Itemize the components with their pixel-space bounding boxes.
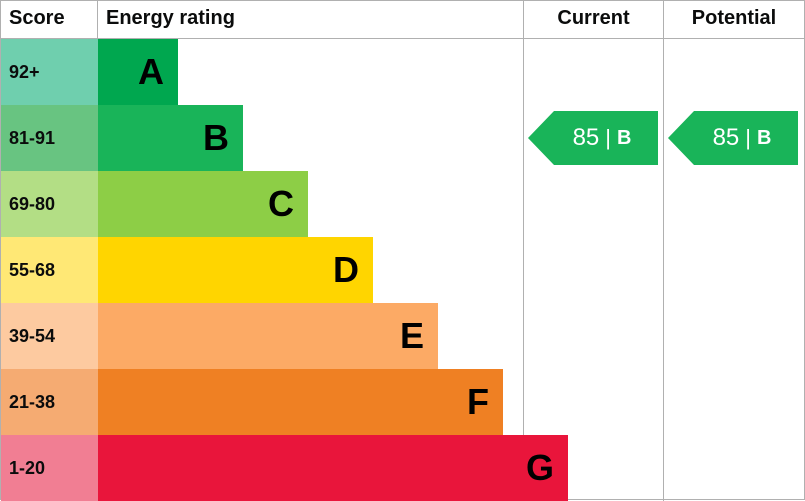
bar-cell: F	[98, 369, 524, 435]
current-cell	[524, 369, 664, 435]
arrow-text: 85| B	[528, 111, 658, 165]
band-row-c: 69-80 C	[1, 171, 804, 237]
rating-letter: F	[467, 381, 489, 423]
potential-cell	[664, 369, 804, 435]
rating-bar-e: E	[98, 303, 438, 369]
score-cell: 1-20	[1, 435, 98, 501]
score-cell: 55-68	[1, 237, 98, 303]
score-cell: 81-91	[1, 105, 98, 171]
arrow-sep: |	[605, 125, 611, 151]
band-row-e: 39-54 E	[1, 303, 804, 369]
current-cell	[524, 237, 664, 303]
arrow-letter: B	[757, 127, 771, 150]
rating-bar-d: D	[98, 237, 373, 303]
arrow-letter: B	[617, 127, 631, 150]
current-cell	[524, 171, 664, 237]
rating-bar-c: C	[98, 171, 308, 237]
rating-bar-g: G	[98, 435, 568, 501]
bar-cell: G	[98, 435, 524, 501]
epc-chart: Score Energy rating Current Potential 92…	[0, 0, 805, 500]
score-cell: 21-38	[1, 369, 98, 435]
potential-cell	[664, 435, 804, 501]
score-cell: 69-80	[1, 171, 98, 237]
potential-cell	[664, 303, 804, 369]
score-cell: 92+	[1, 39, 98, 105]
rating-letter: E	[400, 315, 424, 357]
arrow-score: 85	[713, 124, 740, 152]
band-row-d: 55-68 D	[1, 237, 804, 303]
rating-bar-f: F	[98, 369, 503, 435]
header-score: Score	[1, 1, 98, 38]
potential-badge: 85| B	[668, 111, 798, 165]
rating-letter: C	[268, 183, 294, 225]
bar-cell: A	[98, 39, 524, 105]
potential-cell	[664, 237, 804, 303]
bands-area: 92+A81-91B85|B85|B69-80C55-68D39-54E21-3…	[1, 39, 804, 501]
arrow-text: 85| B	[668, 111, 798, 165]
header-row: Score Energy rating Current Potential	[1, 1, 804, 39]
arrow-score: 85	[573, 124, 600, 152]
rating-bar-b: B	[98, 105, 243, 171]
rating-letter: A	[138, 51, 164, 93]
score-cell: 39-54	[1, 303, 98, 369]
header-current: Current	[524, 1, 664, 38]
bar-cell: E	[98, 303, 524, 369]
header-rating: Energy rating	[98, 1, 524, 38]
potential-cell	[664, 171, 804, 237]
bar-cell: C	[98, 171, 524, 237]
bar-cell: D	[98, 237, 524, 303]
current-cell	[524, 303, 664, 369]
rating-bar-a: A	[98, 39, 178, 105]
current-cell	[524, 39, 664, 105]
arrow-sep: |	[745, 125, 751, 151]
current-cell	[524, 435, 664, 501]
current-cell: 85| B	[524, 105, 664, 171]
band-row-a: 92+ A	[1, 39, 804, 105]
rating-letter: D	[333, 249, 359, 291]
potential-cell: 85| B	[664, 105, 804, 171]
bar-cell: B	[98, 105, 524, 171]
band-row-f: 21-38 F	[1, 369, 804, 435]
rating-letter: B	[203, 117, 229, 159]
band-row-g: 1-20G	[1, 435, 804, 501]
band-row-b: 81-91B85|B85|B	[1, 105, 804, 171]
potential-cell	[664, 39, 804, 105]
header-potential: Potential	[664, 1, 804, 38]
current-badge: 85| B	[528, 111, 658, 165]
